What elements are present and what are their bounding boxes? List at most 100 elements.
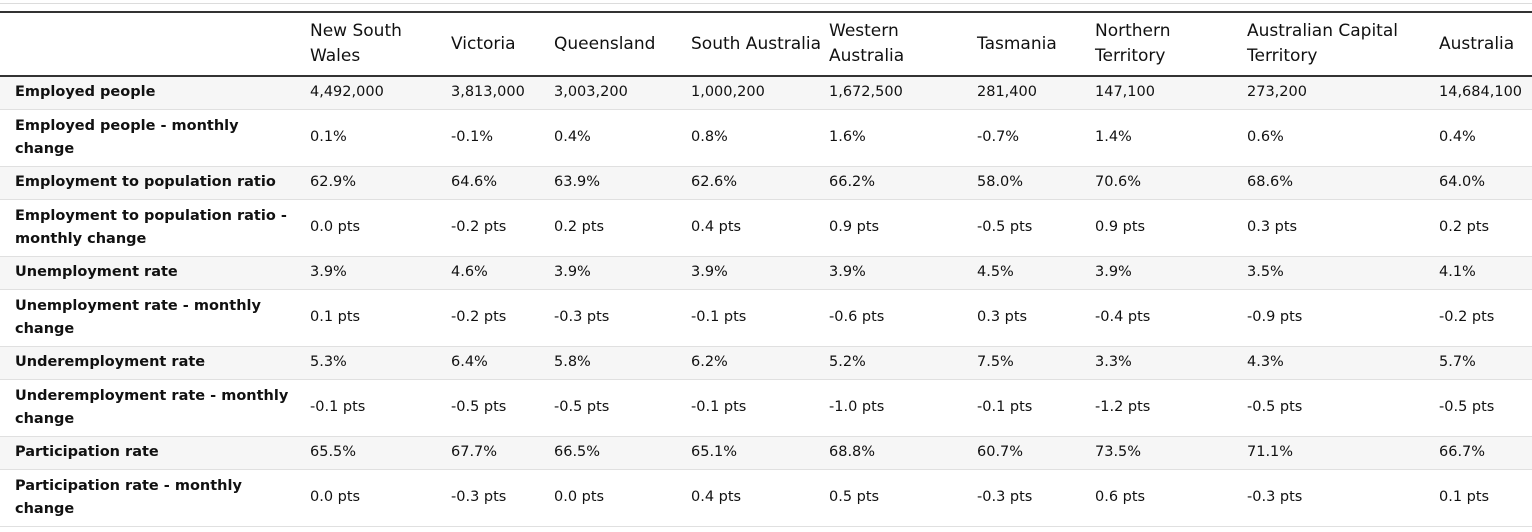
table-cell: 4.3% xyxy=(1243,346,1435,380)
table-row: Underemployment rate - monthly change -0… xyxy=(0,379,1532,437)
row-label: Participation rate xyxy=(0,436,306,470)
table-cell: 68.8% xyxy=(825,436,973,470)
table-cell: 1,672,500 xyxy=(825,76,973,110)
header-tasmania: Tasmania xyxy=(973,11,1091,77)
table-cell: 1.4% xyxy=(1091,109,1243,167)
table-cell: -0.3 pts xyxy=(1243,469,1435,527)
table-cell: 0.6% xyxy=(1243,109,1435,167)
table-cell: 0.9 pts xyxy=(1091,199,1243,257)
table-cell: 3.9% xyxy=(825,256,973,290)
table-cell: 6.4% xyxy=(447,346,550,380)
row-label: Employed people - monthly change xyxy=(0,109,306,167)
table-cell: 60.7% xyxy=(973,436,1091,470)
table-cell: 4.6% xyxy=(447,256,550,290)
row-label: Underemployment rate - monthly change xyxy=(0,379,306,437)
table-cell: 0.0 pts xyxy=(306,199,447,257)
table-cell: 273,200 xyxy=(1243,76,1435,110)
table-row: Employment to population ratio 62.9% 64.… xyxy=(0,166,1532,200)
table-cell: 67.7% xyxy=(447,436,550,470)
table-cell: 0.2 pts xyxy=(1435,199,1532,257)
table-cell: 0.8% xyxy=(687,109,825,167)
table-cell: -0.3 pts xyxy=(973,469,1091,527)
row-label: Employed people xyxy=(0,76,306,110)
table-cell: 1,000,200 xyxy=(687,76,825,110)
header-queensland: Queensland xyxy=(550,11,687,77)
table-cell: -0.3 pts xyxy=(550,289,687,347)
table-cell: 7.5% xyxy=(973,346,1091,380)
header-south-australia: South Australia xyxy=(687,11,825,77)
table-cell: -0.4 pts xyxy=(1091,289,1243,347)
top-divider xyxy=(0,3,1532,4)
table-cell: 0.4 pts xyxy=(687,199,825,257)
table-cell: 4.1% xyxy=(1435,256,1532,290)
table-cell: 147,100 xyxy=(1091,76,1243,110)
table-cell: 0.0 pts xyxy=(306,469,447,527)
table-cell: -0.5 pts xyxy=(973,199,1091,257)
table-cell: -0.1 pts xyxy=(306,379,447,437)
table-cell: -0.9 pts xyxy=(1243,289,1435,347)
table-cell: 1.6% xyxy=(825,109,973,167)
table-cell: 4.5% xyxy=(973,256,1091,290)
table-cell: -0.6 pts xyxy=(825,289,973,347)
table-cell: 0.6 pts xyxy=(1091,469,1243,527)
row-label: Unemployment rate - monthly change xyxy=(0,289,306,347)
header-stub xyxy=(0,11,306,77)
table-cell: 71.1% xyxy=(1243,436,1435,470)
table-cell: 5.8% xyxy=(550,346,687,380)
row-label: Unemployment rate xyxy=(0,256,306,290)
table-cell: 66.2% xyxy=(825,166,973,200)
table-cell: 3.5% xyxy=(1243,256,1435,290)
header-australian-capital-territory: Australian Capital Territory xyxy=(1243,11,1435,77)
header-western-australia: Western Australia xyxy=(825,11,973,77)
table-cell: 0.9 pts xyxy=(825,199,973,257)
table-cell: -0.5 pts xyxy=(1435,379,1532,437)
table-row: Participation rate 65.5% 67.7% 66.5% 65.… xyxy=(0,436,1532,470)
header-australia: Australia xyxy=(1435,11,1532,77)
table-cell: 58.0% xyxy=(973,166,1091,200)
table-cell: -0.1 pts xyxy=(687,289,825,347)
table-cell: 62.9% xyxy=(306,166,447,200)
table-cell: -0.5 pts xyxy=(550,379,687,437)
table-cell: 66.5% xyxy=(550,436,687,470)
table-cell: 14,684,100 xyxy=(1435,76,1532,110)
table-cell: 62.6% xyxy=(687,166,825,200)
table-cell: 73.5% xyxy=(1091,436,1243,470)
table-cell: 65.1% xyxy=(687,436,825,470)
table-row: Employed people - monthly change 0.1% -0… xyxy=(0,109,1532,167)
table-cell: 64.0% xyxy=(1435,166,1532,200)
table-cell: 66.7% xyxy=(1435,436,1532,470)
table-cell: 0.2 pts xyxy=(550,199,687,257)
row-label: Employment to population ratio - monthly… xyxy=(0,199,306,257)
table-cell: 5.2% xyxy=(825,346,973,380)
table-row: Unemployment rate 3.9% 4.6% 3.9% 3.9% 3.… xyxy=(0,256,1532,290)
table-cell: 0.4% xyxy=(550,109,687,167)
table-row: Employment to population ratio - monthly… xyxy=(0,199,1532,257)
table-row: Employed people 4,492,000 3,813,000 3,00… xyxy=(0,76,1532,110)
table-cell: -0.1 pts xyxy=(973,379,1091,437)
table-cell: -0.2 pts xyxy=(1435,289,1532,347)
row-label: Participation rate - monthly change xyxy=(0,469,306,527)
table-cell: 0.1% xyxy=(306,109,447,167)
row-label: Underemployment rate xyxy=(0,346,306,380)
table-cell: 0.3 pts xyxy=(973,289,1091,347)
table-cell: -0.3 pts xyxy=(447,469,550,527)
table-cell: -0.2 pts xyxy=(447,199,550,257)
table-cell: 3.9% xyxy=(687,256,825,290)
header-row: New South Wales Victoria Queensland Sout… xyxy=(0,11,1532,77)
table-cell: -1.0 pts xyxy=(825,379,973,437)
header-northern-territory: Northern Territory xyxy=(1091,11,1243,77)
table-cell: 4,492,000 xyxy=(306,76,447,110)
header-victoria: Victoria xyxy=(447,11,550,77)
row-label: Employment to population ratio xyxy=(0,166,306,200)
table-cell: 64.6% xyxy=(447,166,550,200)
table-body: Employed people 4,492,000 3,813,000 3,00… xyxy=(0,76,1532,527)
labour-force-table: New South Wales Victoria Queensland Sout… xyxy=(0,11,1532,527)
table-cell: 281,400 xyxy=(973,76,1091,110)
table-cell: -0.1% xyxy=(447,109,550,167)
table-cell: -0.5 pts xyxy=(447,379,550,437)
table-cell: 0.4 pts xyxy=(687,469,825,527)
table-cell: 5.7% xyxy=(1435,346,1532,380)
table-cell: 0.0 pts xyxy=(550,469,687,527)
header-new-south-wales: New South Wales xyxy=(306,11,447,77)
table-cell: 3.3% xyxy=(1091,346,1243,380)
